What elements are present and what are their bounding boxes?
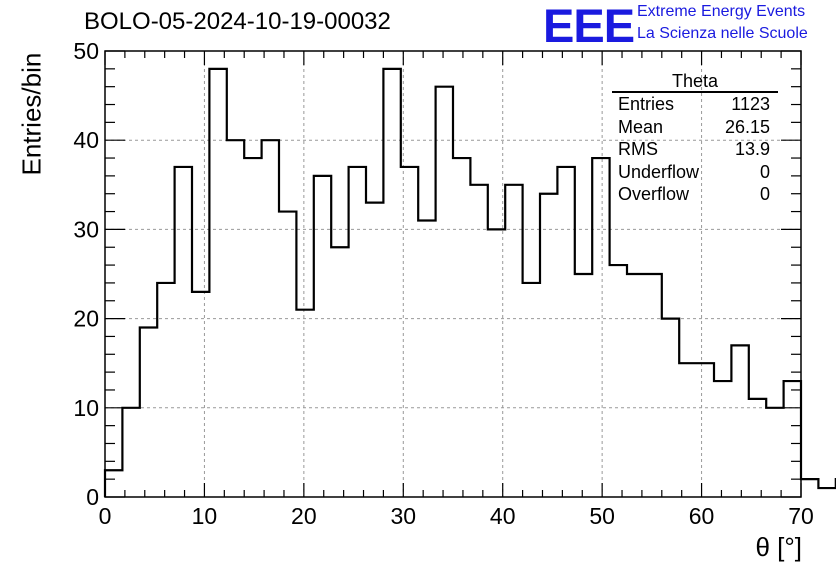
stats-label: Entries bbox=[618, 94, 675, 114]
histogram-bin bbox=[383, 69, 400, 497]
stats-value: 13.9 bbox=[734, 139, 770, 159]
histogram-bin bbox=[505, 185, 522, 497]
y-tick-label: 50 bbox=[73, 38, 99, 64]
stats-row-overflow: Overflow 0 bbox=[610, 183, 778, 206]
histogram-bin bbox=[627, 274, 644, 497]
histogram-bin bbox=[470, 185, 487, 497]
histogram-bin bbox=[227, 140, 244, 497]
y-tick-label: 10 bbox=[73, 395, 99, 421]
histogram-bin bbox=[105, 470, 122, 497]
stats-title: Theta bbox=[612, 71, 778, 93]
histogram-bin bbox=[697, 363, 714, 497]
stats-label: Underflow bbox=[618, 161, 700, 182]
histogram-bin bbox=[749, 399, 766, 497]
histogram-bin bbox=[209, 69, 226, 497]
stats-label: Mean bbox=[618, 116, 664, 137]
y-tick-label: 40 bbox=[73, 127, 99, 153]
stats-label: RMS bbox=[618, 139, 658, 159]
histogram-bin bbox=[731, 345, 748, 497]
histogram-bin bbox=[366, 203, 383, 497]
tick-labels: 0 10 20 30 40 50 60 70 0 10 20 30 40 50 bbox=[73, 38, 813, 529]
histogram-bin bbox=[679, 363, 696, 497]
x-tick-label: 50 bbox=[589, 503, 615, 529]
histogram-bin bbox=[418, 220, 435, 497]
histogram-bin bbox=[818, 488, 835, 497]
stats-value: 0 bbox=[759, 161, 770, 182]
stats-box: Theta Entries 1123 Mean 26.15 RMS 13.9 U… bbox=[610, 71, 778, 206]
chart-title: BOLO-05-2024-10-19-00032 bbox=[84, 8, 391, 35]
histogram-bin bbox=[140, 328, 157, 497]
org-name-line2: La Scienza nelle Scuole bbox=[637, 25, 808, 42]
histogram-bin bbox=[157, 283, 174, 497]
histogram-bin bbox=[714, 381, 731, 497]
x-tick-label: 0 bbox=[99, 503, 112, 529]
histogram-bin bbox=[453, 158, 470, 497]
histogram-bin bbox=[540, 194, 557, 497]
eee-logo: EEE bbox=[543, 0, 635, 52]
histogram-bin bbox=[592, 158, 609, 497]
org-name-line1: Extreme Energy Events bbox=[637, 3, 806, 20]
x-tick-label: 20 bbox=[291, 503, 317, 529]
histogram-bin bbox=[575, 274, 592, 497]
stats-value: 26.15 bbox=[724, 116, 770, 137]
x-tick-label: 40 bbox=[490, 503, 516, 529]
x-tick-label: 30 bbox=[390, 503, 416, 529]
y-tick-label: 20 bbox=[73, 306, 99, 332]
axis-ticks bbox=[104, 50, 802, 498]
histogram-bin bbox=[314, 176, 331, 497]
stats-value: 0 bbox=[759, 184, 770, 204]
y-tick-label: 0 bbox=[86, 484, 99, 510]
histogram-bin bbox=[644, 274, 661, 497]
histogram-bin bbox=[192, 292, 209, 497]
stats-row-entries: Entries 1123 bbox=[610, 93, 778, 116]
stats-row-underflow: Underflow 0 bbox=[610, 161, 778, 184]
plot-frame bbox=[104, 50, 802, 498]
histogram-bin bbox=[262, 140, 279, 497]
x-tick-label: 10 bbox=[192, 503, 218, 529]
histogram-bin bbox=[523, 283, 540, 497]
histogram-bin bbox=[436, 87, 453, 497]
x-tick-label: 60 bbox=[689, 503, 715, 529]
y-axis-label: Entries/bin bbox=[16, 52, 47, 176]
histogram-bars bbox=[103, 67, 836, 497]
histogram-bin bbox=[279, 212, 296, 497]
y-tick-label: 30 bbox=[73, 216, 99, 242]
histogram-bin bbox=[296, 310, 313, 497]
histogram-bin bbox=[175, 167, 192, 497]
histogram-bin bbox=[331, 247, 348, 497]
histogram-bin bbox=[349, 167, 366, 497]
histogram-bin bbox=[244, 158, 261, 497]
histogram-outline bbox=[103, 67, 836, 497]
histogram-bin bbox=[557, 167, 574, 497]
x-tick-label: 70 bbox=[788, 503, 814, 529]
stats-row-mean: Mean 26.15 bbox=[610, 116, 778, 139]
histogram-bin bbox=[122, 408, 139, 497]
histogram-bin bbox=[801, 479, 818, 497]
stats-label: Overflow bbox=[618, 184, 690, 204]
stats-row-rms: RMS 13.9 bbox=[610, 138, 778, 161]
histogram-bin bbox=[610, 265, 627, 497]
histogram-bin bbox=[766, 408, 783, 497]
stats-value: 1123 bbox=[731, 94, 770, 114]
x-axis-label: θ [°] bbox=[755, 532, 802, 562]
